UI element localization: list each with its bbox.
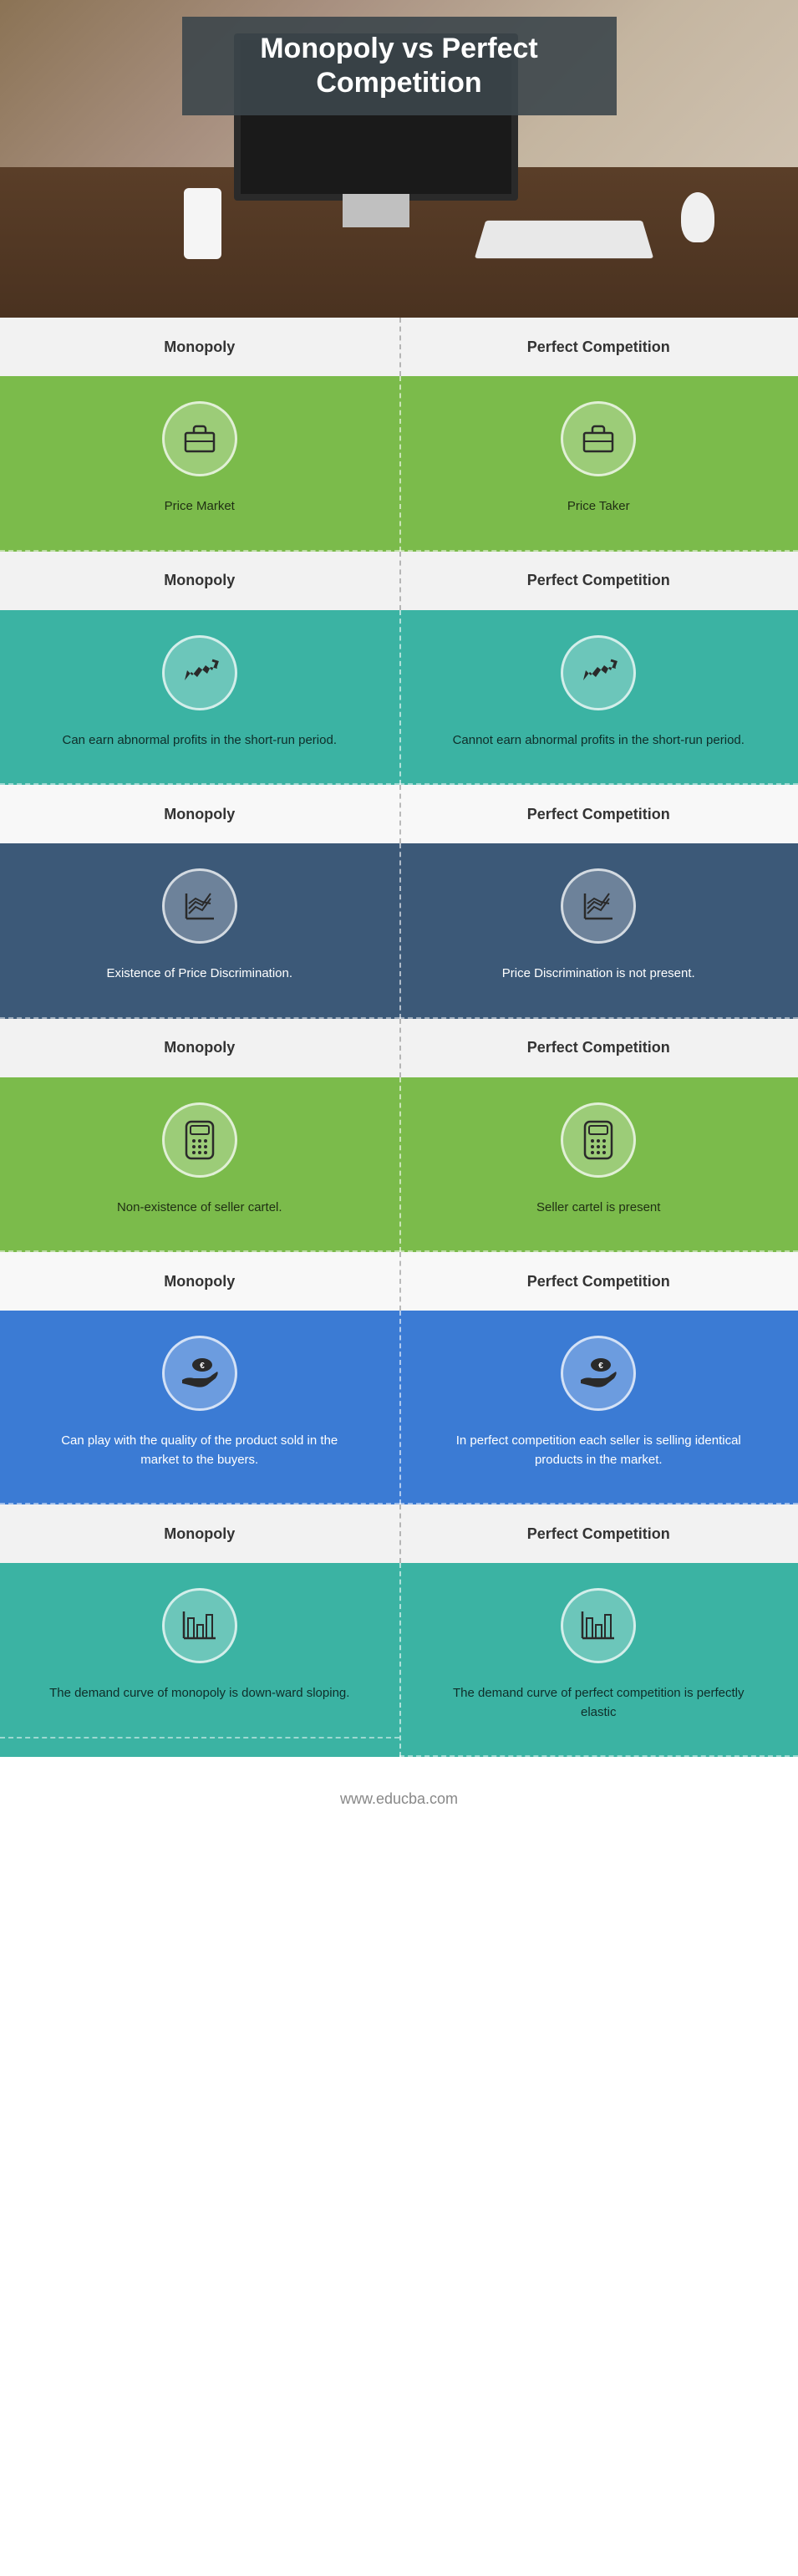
briefcase-icon (561, 401, 636, 476)
left-header: Monopoly (0, 318, 399, 376)
right-header-label: Perfect Competition (527, 1039, 670, 1056)
line-chart-icon (561, 868, 636, 944)
right-desc: The demand curve of perfect competition … (448, 1684, 749, 1722)
left-header: Monopoly (0, 785, 399, 843)
left-header-label: Monopoly (164, 339, 235, 356)
right-header: Perfect Competition (399, 1019, 798, 1077)
right-header: Perfect Competition (399, 1252, 798, 1311)
left-desc: Can earn abnormal profits in the short-r… (62, 731, 337, 751)
section-header-row: Monopoly Perfect Competition (0, 785, 798, 843)
calculator-icon (561, 1102, 636, 1178)
left-header-label: Monopoly (164, 806, 235, 823)
right-header-label: Perfect Competition (527, 572, 670, 589)
hero-image: Monopoly vs Perfect Competition (0, 0, 798, 318)
bar-chart-icon (561, 1588, 636, 1663)
arrow-chart-icon (561, 635, 636, 710)
right-header-label: Perfect Competition (527, 1273, 670, 1291)
section-body-row: Can earn abnormal profits in the short-r… (0, 610, 798, 786)
section-body-row: Existence of Price Discrimination. Price… (0, 843, 798, 1019)
left-header-label: Monopoly (164, 1525, 235, 1543)
svg-text:€: € (598, 1362, 603, 1371)
left-header-label: Monopoly (164, 1039, 235, 1056)
left-desc: Existence of Price Discrimination. (106, 965, 292, 984)
briefcase-icon (162, 401, 237, 476)
left-header-label: Monopoly (164, 572, 235, 589)
left-desc: The demand curve of monopoly is down-war… (49, 1684, 349, 1703)
right-desc: In perfect competition each seller is se… (448, 1432, 749, 1469)
left-desc: Non-existence of seller cartel. (117, 1199, 282, 1218)
left-header: Monopoly (0, 1252, 399, 1311)
right-desc: Seller cartel is present (536, 1199, 660, 1218)
left-header: Monopoly (0, 552, 399, 610)
left-header-label: Monopoly (164, 1273, 235, 1291)
section-body-row: € Can play with the quality of the produ… (0, 1311, 798, 1504)
money-hand-icon: € (561, 1336, 636, 1411)
arrow-chart-icon (162, 635, 237, 710)
section-header-row: Monopoly Perfect Competition (0, 1019, 798, 1077)
section-body-row: The demand curve of monopoly is down-war… (0, 1563, 798, 1757)
right-header: Perfect Competition (399, 1504, 798, 1563)
section-header-row: Monopoly Perfect Competition (0, 1252, 798, 1311)
left-desc: Price Market (165, 497, 235, 517)
section-header-row: Monopoly Perfect Competition (0, 318, 798, 376)
section-header-row: Monopoly Perfect Competition (0, 552, 798, 610)
right-header: Perfect Competition (399, 552, 798, 610)
right-desc: Cannot earn abnormal profits in the shor… (453, 731, 745, 751)
bar-chart-icon (162, 1588, 237, 1663)
section-body-row: Price Market Price Taker (0, 376, 798, 552)
right-header-label: Perfect Competition (527, 1525, 670, 1543)
left-header: Monopoly (0, 1019, 399, 1077)
left-desc: Can play with the quality of the product… (49, 1432, 350, 1469)
money-hand-icon: € (162, 1336, 237, 1411)
left-header: Monopoly (0, 1504, 399, 1563)
line-chart-icon (162, 868, 237, 944)
svg-text:€: € (200, 1362, 205, 1371)
footer-url: www.educba.com (0, 1757, 798, 1841)
right-desc: Price Discrimination is not present. (502, 965, 695, 984)
infographic-container: Monopoly vs Perfect Competition Monopoly… (0, 0, 798, 1841)
right-header-label: Perfect Competition (527, 339, 670, 356)
section-header-row: Monopoly Perfect Competition (0, 1504, 798, 1563)
calculator-icon (162, 1102, 237, 1178)
main-title: Monopoly vs Perfect Competition (182, 17, 617, 115)
right-header-label: Perfect Competition (527, 806, 670, 823)
right-header: Perfect Competition (399, 318, 798, 376)
right-desc: Price Taker (567, 497, 630, 517)
section-body-row: Non-existence of seller cartel. Seller c… (0, 1077, 798, 1253)
right-header: Perfect Competition (399, 785, 798, 843)
